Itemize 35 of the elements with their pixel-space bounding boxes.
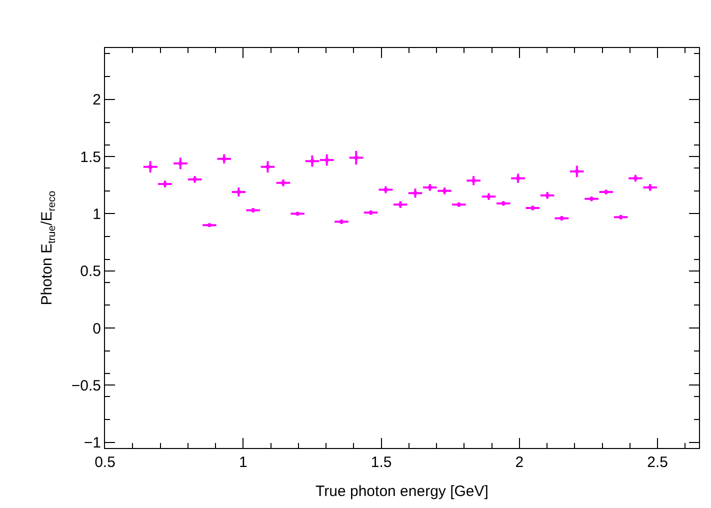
point: [354, 156, 358, 160]
y-tick-label: 0.5: [80, 263, 101, 280]
point: [486, 194, 491, 199]
y-tick-label: 1: [92, 206, 101, 223]
point: [222, 156, 226, 161]
x-axis-title: True photon energy [GeV]: [316, 483, 488, 500]
point: [192, 177, 197, 182]
point: [384, 188, 388, 192]
point: [281, 180, 286, 185]
x-tick-label: 2: [515, 454, 524, 471]
point: [442, 188, 447, 193]
point: [324, 158, 329, 162]
point: [162, 182, 167, 186]
point: [266, 164, 270, 169]
y-tick-label: −0.5: [71, 377, 101, 394]
point: [516, 176, 520, 180]
point: [428, 185, 432, 190]
point: [310, 159, 314, 164]
y-tick-label: 2: [92, 92, 101, 109]
point: [574, 169, 579, 174]
point: [178, 161, 182, 166]
y-tick-label: −1: [84, 434, 101, 452]
point: [545, 193, 550, 198]
x-tick-label: 1.5: [370, 454, 392, 471]
point: [633, 176, 638, 180]
y-tick-label: 1.5: [80, 148, 101, 166]
point: [398, 202, 402, 207]
y-tick-label: 0: [92, 320, 101, 338]
point: [648, 185, 652, 190]
x-tick-label: 2.5: [647, 454, 668, 471]
point: [413, 191, 418, 196]
point: [148, 164, 152, 169]
point: [236, 190, 241, 194]
x-tick-label: 1: [238, 454, 248, 471]
point: [472, 178, 476, 183]
